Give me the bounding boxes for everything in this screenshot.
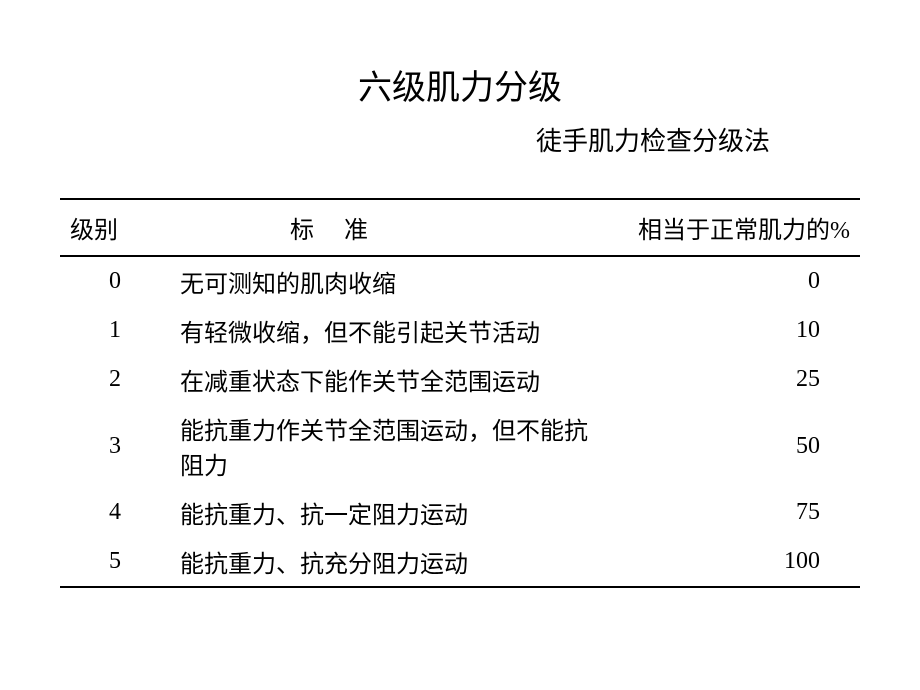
cell-standard: 能抗重力、抗充分阻力运动 <box>170 537 590 587</box>
table-row: 4 能抗重力、抗一定阻力运动 75 <box>60 488 860 537</box>
cell-standard: 能抗重力作关节全范围运动，但不能抗阻力 <box>170 404 590 488</box>
col-header-percent: 相当于正常肌力的% <box>590 199 860 256</box>
cell-percent: 50 <box>590 404 860 488</box>
table-row: 3 能抗重力作关节全范围运动，但不能抗阻力 50 <box>60 404 860 488</box>
grading-table: 级别 标准 相当于正常肌力的% 0 无可测知的肌肉收缩 0 1 有轻微收缩，但不… <box>60 198 860 588</box>
table-header-row: 级别 标准 相当于正常肌力的% <box>60 199 860 256</box>
cell-percent: 0 <box>590 256 860 306</box>
cell-level: 0 <box>60 256 170 306</box>
cell-level: 2 <box>60 355 170 404</box>
grading-table-wrap: 级别 标准 相当于正常肌力的% 0 无可测知的肌肉收缩 0 1 有轻微收缩，但不… <box>60 198 860 588</box>
cell-level: 1 <box>60 306 170 355</box>
page-subtitle: 徒手肌力检查分级法 <box>60 121 860 158</box>
cell-percent: 25 <box>590 355 860 404</box>
cell-standard: 无可测知的肌肉收缩 <box>170 256 590 306</box>
col-header-level: 级别 <box>60 199 170 256</box>
cell-level: 3 <box>60 404 170 488</box>
cell-standard: 在减重状态下能作关节全范围运动 <box>170 355 590 404</box>
page-title: 六级肌力分级 <box>60 60 860 109</box>
cell-percent: 100 <box>590 537 860 587</box>
col-header-standard: 标准 <box>170 199 590 256</box>
cell-level: 5 <box>60 537 170 587</box>
table-row: 0 无可测知的肌肉收缩 0 <box>60 256 860 306</box>
cell-standard: 有轻微收缩，但不能引起关节活动 <box>170 306 590 355</box>
cell-level: 4 <box>60 488 170 537</box>
cell-standard: 能抗重力、抗一定阻力运动 <box>170 488 590 537</box>
table-row: 5 能抗重力、抗充分阻力运动 100 <box>60 537 860 587</box>
table-row: 2 在减重状态下能作关节全范围运动 25 <box>60 355 860 404</box>
cell-percent: 75 <box>590 488 860 537</box>
table-row: 1 有轻微收缩，但不能引起关节活动 10 <box>60 306 860 355</box>
cell-percent: 10 <box>590 306 860 355</box>
